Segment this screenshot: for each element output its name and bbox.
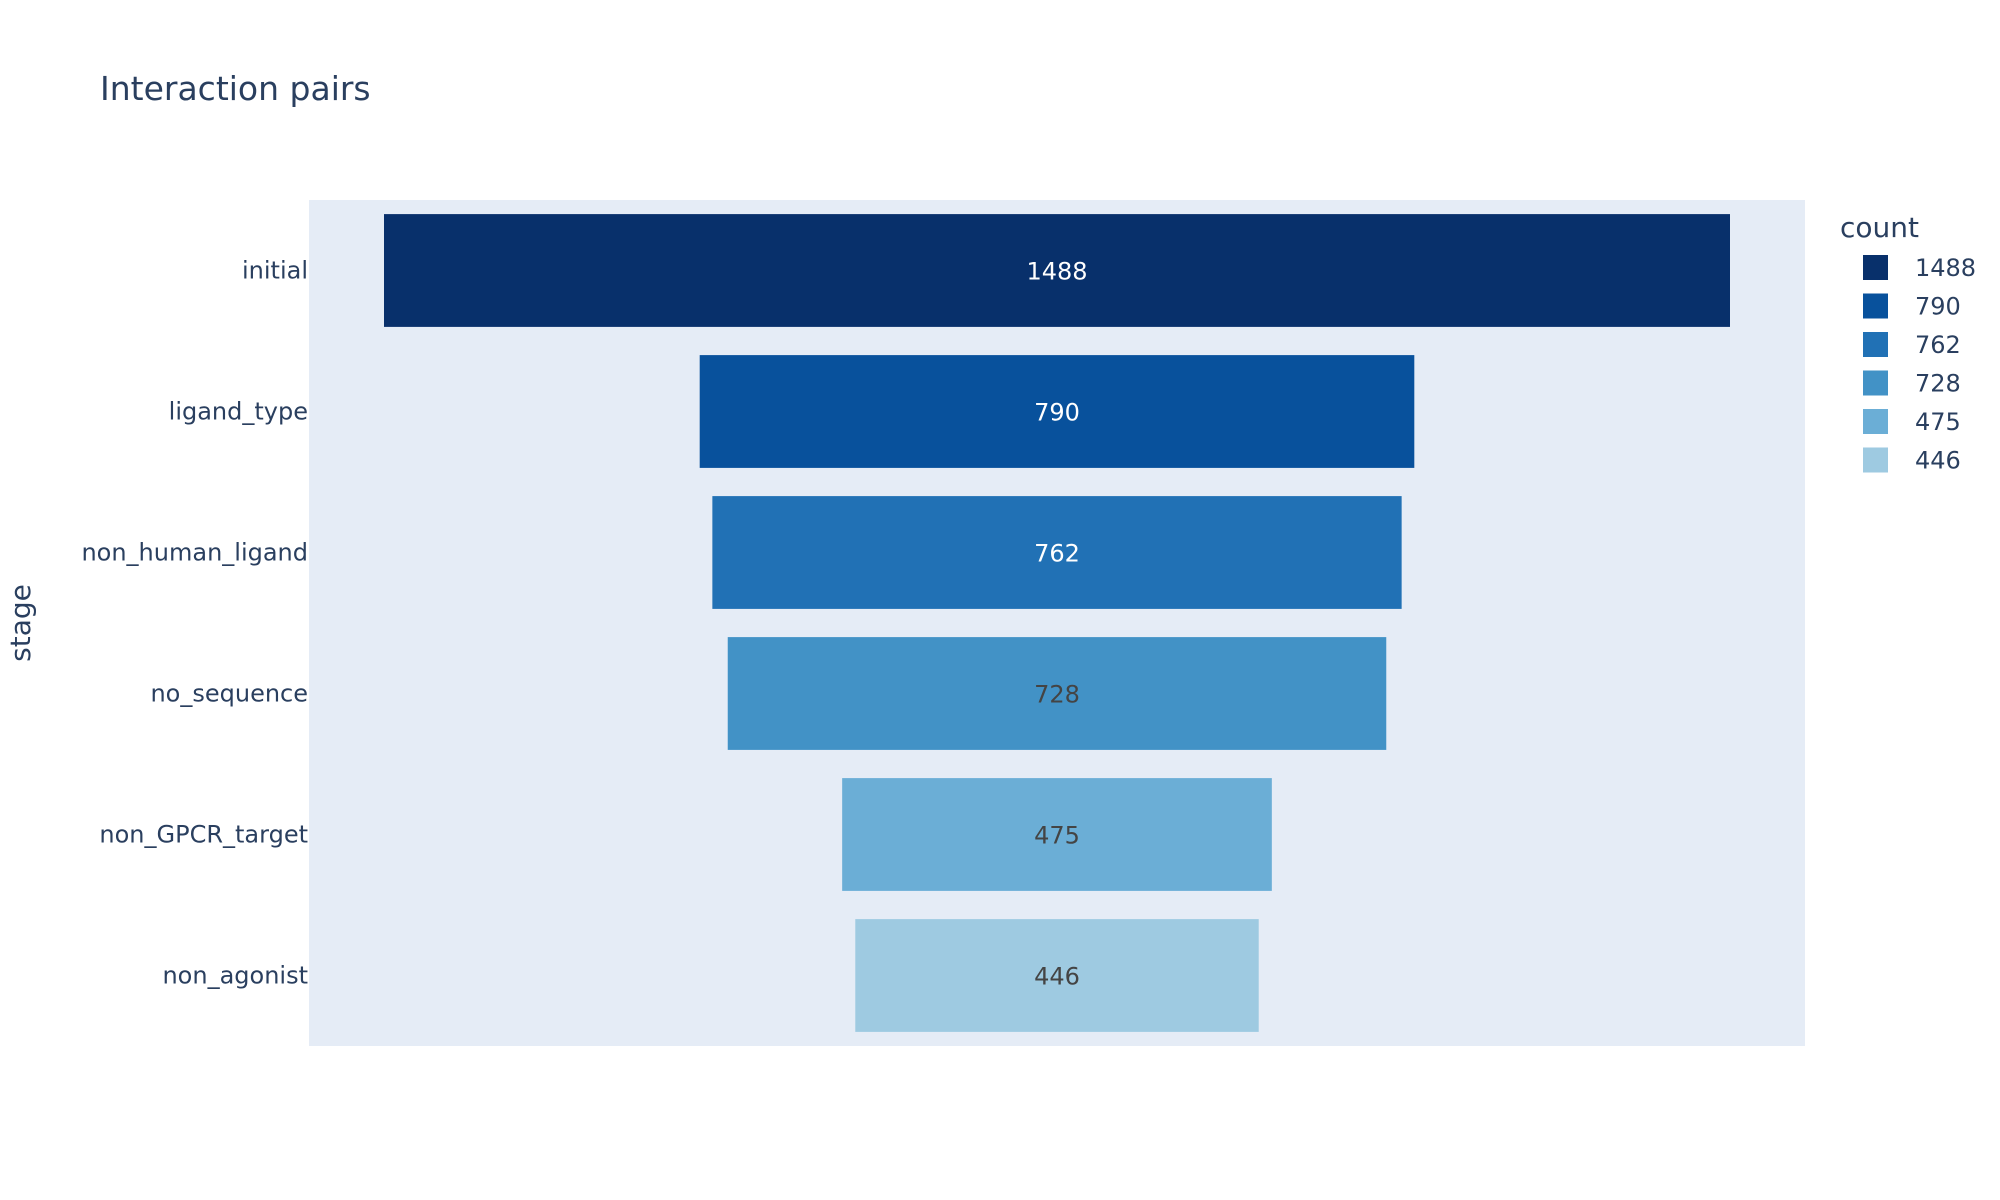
legend-label[interactable]: 1488 — [1915, 254, 1976, 282]
legend-label[interactable]: 728 — [1915, 370, 1961, 398]
funnel-bar-initial[interactable] — [384, 214, 1730, 327]
legend-label[interactable]: 475 — [1915, 408, 1961, 436]
funnel-bar-no_sequence[interactable] — [727, 637, 1387, 750]
y-axis-ticks: initial ligand_type non_human_ligand no_seq… — [81, 257, 308, 990]
legend-swatch[interactable] — [1863, 409, 1888, 434]
y-tick-label: no_sequence — [150, 680, 308, 708]
funnel-bar-non_agonist[interactable] — [855, 919, 1259, 1032]
funnel-bar-non_GPCR_target[interactable] — [842, 778, 1272, 891]
legend-swatch[interactable] — [1863, 255, 1888, 280]
legend-title: count — [1840, 211, 1919, 244]
legend-swatch[interactable] — [1863, 293, 1888, 319]
y-tick-label: non_agonist — [162, 962, 308, 990]
bar-value-label: 475 — [1034, 822, 1080, 850]
funnel-bar-ligand_type[interactable] — [699, 355, 1415, 468]
legend-label[interactable]: 762 — [1915, 331, 1961, 359]
y-tick-label: ligand_type — [169, 398, 308, 426]
legend-swatch[interactable] — [1863, 370, 1888, 396]
plot-area — [309, 200, 1805, 1046]
bar-value-label: 446 — [1034, 963, 1080, 991]
legend-swatch[interactable] — [1863, 332, 1888, 357]
legend[interactable]: 1488 790 762 728 475 446 — [1863, 254, 1976, 475]
legend-label[interactable]: 446 — [1915, 447, 1961, 475]
chart-title: Interaction pairs — [100, 69, 371, 108]
legend-swatch[interactable] — [1863, 447, 1888, 473]
bar-value-label: 790 — [1034, 399, 1080, 427]
funnel-bar-non_human_ligand[interactable] — [712, 496, 1402, 609]
y-axis-title: stage — [4, 584, 37, 662]
y-tick-label: non_human_ligand — [81, 539, 308, 567]
legend-label[interactable]: 790 — [1915, 293, 1961, 321]
bar-value-label: 728 — [1034, 681, 1080, 709]
y-tick-label: initial — [242, 257, 308, 285]
y-tick-label: non_GPCR_target — [99, 821, 308, 849]
bar-value-label: 762 — [1034, 540, 1080, 568]
bar-value-label: 1488 — [1026, 258, 1087, 286]
funnel-bars: 1488 790 762 728 475 446 — [384, 214, 1730, 1032]
